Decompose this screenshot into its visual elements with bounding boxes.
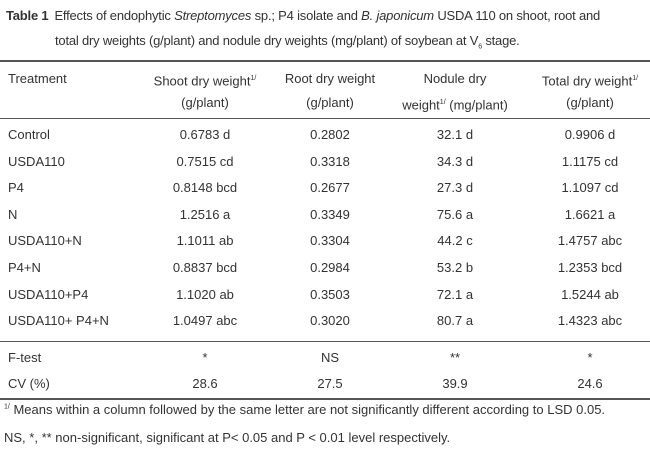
- row-label: P4: [8, 180, 24, 196]
- header-text: Shoot dry weight: [153, 73, 251, 89]
- header-total: Total dry weight1/: [525, 66, 650, 94]
- table-cell: 75.6 a: [436, 206, 474, 222]
- header-treatment: Treatment: [8, 71, 67, 86]
- table-cell: 0.3020: [310, 313, 350, 329]
- footnote-mark: 1/: [632, 75, 639, 82]
- table-cell: 0.7515 cd: [176, 153, 234, 169]
- row-label: P4+N: [8, 260, 41, 275]
- table-cell: 0.9906 d: [564, 127, 616, 142]
- header-shoot: Shoot dry weight1/: [140, 66, 270, 94]
- table-cell: 27.3 d: [436, 180, 474, 196]
- table-cell: 0.8148 bcd: [172, 180, 238, 196]
- table-row: P4 0.8148 bcd 0.2677 27.3 d 1.1097 cd: [0, 175, 650, 201]
- footnote-text: Means within a column followed by the sa…: [9, 402, 606, 417]
- table-row: USDA110+ P4+N 1.0497 abc 0.3020 80.7 a 1.432…: [0, 308, 650, 334]
- table-cell: 1.0497 abc: [172, 313, 238, 329]
- table-cell: 1.1020 ab: [176, 286, 234, 302]
- footnote-mark: 1/: [439, 99, 446, 106]
- table-row: USDA110+P4 1.1020 ab 0.3503 72.1 a 1.5244 ab: [0, 282, 650, 308]
- table-caption-line2: total dry weights (g/plant) and nodule d…: [55, 33, 520, 51]
- caption-sub: 6: [478, 43, 482, 51]
- table-cell: 0.8837 bcd: [172, 260, 238, 275]
- top-rule: [0, 60, 650, 62]
- table-cell: 27.5: [317, 376, 343, 391]
- table-cell: 53.2 b: [436, 260, 474, 275]
- row-label: USDA110+ P4+N: [8, 313, 109, 329]
- table-cell: 1.6621 a: [564, 206, 616, 222]
- table-row: Control 0.6783 d 0.2802 32.1 d 0.9906 d: [0, 122, 650, 148]
- header-nodule: Nodule dry: [423, 71, 487, 86]
- header-text: Total dry weight: [541, 73, 633, 89]
- stats-rule: [0, 341, 650, 342]
- header-shoot-unit: (g/plant): [181, 95, 229, 110]
- table-cell: 1.1011 ab: [176, 233, 234, 249]
- header-total-unit: (g/plant): [566, 95, 614, 110]
- header-row-1: Treatment Shoot dry weight1/ Root dry we…: [0, 66, 650, 92]
- header-root: Root dry weight: [284, 71, 376, 86]
- stats-row: CV (%) 28.6 27.5 39.9 24.6: [0, 371, 650, 397]
- table-cell: 34.3 d: [436, 153, 474, 169]
- table-cell: *: [587, 350, 593, 365]
- table-cell: 39.9: [442, 376, 468, 391]
- table-cell: 0.3503: [310, 286, 350, 302]
- table-cell: 44.2 c: [437, 233, 473, 249]
- table-cell: 1.2516 a: [179, 206, 231, 222]
- row-label: Control: [8, 127, 50, 142]
- bottom-rule: [0, 398, 650, 400]
- table-cell: 0.3318: [310, 153, 350, 169]
- row-label: USDA110+P4: [8, 286, 89, 302]
- row-label: USDA110: [8, 153, 65, 169]
- table-cell: 28.6: [192, 376, 218, 391]
- table-cell: *: [202, 350, 208, 365]
- row-label: USDA110+N: [8, 233, 82, 249]
- table-cell: 0.2984: [310, 260, 350, 275]
- table-cell: 32.1 d: [436, 127, 474, 142]
- header-text: weight: [402, 97, 440, 113]
- table-cell: 0.3304: [310, 233, 350, 249]
- header-root-unit: (g/plant): [306, 95, 354, 110]
- row-label: CV (%): [8, 376, 50, 391]
- header-nodule-unit: weight1/ (mg/plant): [390, 90, 520, 118]
- header-text: (mg/plant): [445, 97, 508, 113]
- table-cell: 1.4323 abc: [557, 313, 623, 329]
- table-cell: 0.2802: [310, 127, 350, 142]
- stats-row: F-test * NS ** *: [0, 345, 650, 371]
- footnote-mark: 1/: [4, 403, 10, 411]
- table-cell: 80.7 a: [436, 313, 474, 329]
- footnote-1: 1/ Means within a column followed by the…: [4, 402, 605, 417]
- row-label: N: [8, 206, 18, 222]
- table-cell: 0.6783 d: [179, 127, 231, 142]
- footnote-2: NS, *, ** non-significant, significant a…: [4, 430, 451, 445]
- caption-text: sp.; P4 isolate and: [251, 8, 362, 23]
- caption-italic: B. japonicum: [361, 8, 434, 23]
- table-cell: 1.1175 cd: [561, 153, 619, 169]
- table-row: N 1.2516 a 0.3349 75.6 a 1.6621 a: [0, 202, 650, 228]
- footnote-mark: 1/: [250, 75, 257, 82]
- table-row: USDA110 0.7515 cd 0.3318 34.3 d 1.1175 cd: [0, 149, 650, 175]
- caption-text: total dry weights (g/plant) and nodule d…: [55, 33, 479, 48]
- caption-text: stage.: [481, 33, 520, 48]
- header-row-2: (g/plant) (g/plant) weight1/ (mg/plant) …: [0, 90, 650, 116]
- header-rule: [0, 118, 650, 119]
- table-caption-line1: Table 1 Effects of endophytic Streptomyce…: [6, 8, 600, 23]
- table-cell: **: [449, 350, 461, 365]
- table-row: USDA110+N 1.1011 ab 0.3304 44.2 c 1.4757 abc: [0, 228, 650, 254]
- table-label: Table 1: [6, 8, 49, 23]
- table-cell: 0.3349: [310, 206, 350, 222]
- table-cell: 1.1097 cd: [561, 180, 619, 196]
- table-cell: 1.2353 bcd: [557, 260, 623, 275]
- table-cell: 72.1 a: [436, 286, 474, 302]
- caption-text: USDA 110 on shoot, root and: [433, 8, 601, 23]
- table-cell: 24.6: [577, 376, 603, 391]
- caption-text: Effects of endophytic: [54, 8, 175, 23]
- caption-italic: Streptomyces: [174, 8, 252, 23]
- table-row: P4+N 0.8837 bcd 0.2984 53.2 b 1.2353 bcd: [0, 255, 650, 281]
- table-cell: 1.4757 abc: [557, 233, 623, 249]
- row-label: F-test: [8, 350, 42, 365]
- table-cell: 1.5244 ab: [561, 286, 619, 302]
- table-cell: 0.2677: [310, 180, 350, 196]
- table-cell: NS: [320, 350, 340, 365]
